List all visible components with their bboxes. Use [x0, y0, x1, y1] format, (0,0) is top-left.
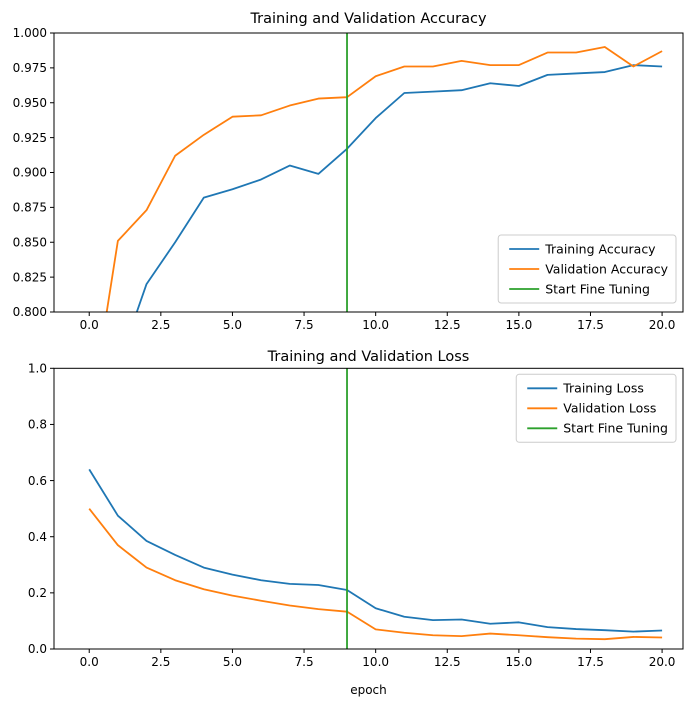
series-line-validation-loss	[88, 508, 663, 641]
y-tick-label: 0.975	[13, 61, 47, 75]
y-tick-label: 0.0	[28, 642, 47, 656]
legend-label-start-fine-tuning: Start Fine Tuning	[545, 281, 650, 296]
legend-label-training-loss: Training Loss	[562, 381, 644, 396]
x-tick-label: 12.5	[434, 655, 461, 669]
y-tick-label: 0.925	[13, 131, 47, 145]
y-tick-label: 0.950	[13, 96, 47, 110]
x-tick-label: 10.0	[362, 655, 389, 669]
legend-frame	[497, 234, 677, 304]
y-tick-label: 1.000	[13, 26, 47, 40]
x-tick-label: 7.5	[295, 318, 314, 332]
y-tick-label: 0.2	[28, 586, 47, 600]
x-tick-label: 2.5	[151, 655, 170, 669]
legend-label-start-fine-tuning: Start Fine Tuning	[563, 421, 668, 436]
series-line-validation-accuracy	[105, 46, 663, 312]
legend-frame	[515, 373, 677, 443]
x-tick-label: 0.0	[80, 318, 99, 332]
legend: Training Loss Validation Loss Start Fine T…	[515, 373, 677, 443]
x-tick-label: 5.0	[223, 318, 242, 332]
loss-chart: 0.0 2.5 5.0 7.5 10.0 12.5 15.0 17.5 20.0 0.0 0.2 0.…	[28, 362, 684, 669]
x-tick-label: 7.5	[295, 655, 314, 669]
y-tick-label: 0.850	[13, 235, 47, 249]
x-tick-label: 15.0	[506, 655, 533, 669]
x-tick-label: 2.5	[151, 318, 170, 332]
accuracy-chart: 0.0 2.5 5.0 7.5 10.0 12.5 15.0 17.5 20.0 0.800 0.8…	[13, 26, 684, 332]
y-tick-label: 0.8	[28, 418, 47, 432]
legend-label-validation-loss: Validation Loss	[563, 401, 656, 416]
y-tick-label: 0.800	[13, 305, 47, 319]
x-axis-label: epoch	[350, 683, 387, 697]
x-tick-label: 17.5	[577, 318, 604, 332]
y-tick-label: 0.875	[13, 201, 47, 215]
y-tick-label: 0.4	[28, 530, 47, 544]
y-tick-label: 0.6	[28, 474, 47, 488]
x-tick-label: 12.5	[434, 318, 461, 332]
series-line-training-accuracy	[135, 64, 663, 312]
loss-chart-title: Training and Validation Loss	[267, 349, 470, 365]
accuracy-chart-title: Training and Validation Accuracy	[249, 11, 487, 27]
x-tick-label: 10.0	[362, 318, 389, 332]
y-tick-label: 0.825	[13, 270, 47, 284]
x-tick-label: 17.5	[577, 655, 604, 669]
legend-label-training-accuracy: Training Accuracy	[544, 241, 656, 256]
plot-border	[53, 367, 684, 650]
y-tick-label: 1.0	[28, 362, 47, 376]
series-line-training-loss	[88, 468, 663, 633]
x-tick-label: 15.0	[506, 318, 533, 332]
x-tick-label: 20.0	[649, 318, 676, 332]
legend: Training Accuracy Validation Accuracy Star…	[497, 234, 677, 304]
x-tick-label: 20.0	[649, 655, 676, 669]
x-tick-label: 0.0	[80, 655, 99, 669]
y-tick-label: 0.900	[13, 166, 47, 180]
x-tick-label: 5.0	[223, 655, 242, 669]
legend-label-validation-accuracy: Validation Accuracy	[545, 261, 668, 276]
